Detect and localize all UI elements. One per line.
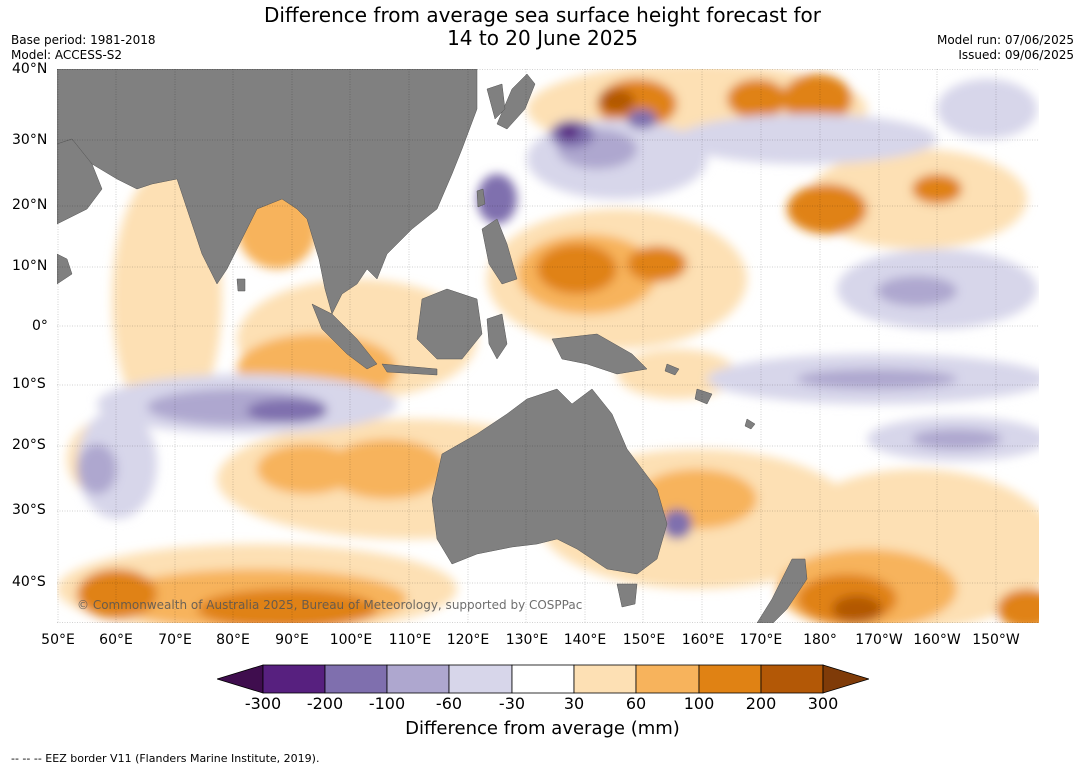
copyright-text: © Commonwealth of Australia 2025, Bureau… [77, 598, 582, 612]
lat-label-10n: 10°N [12, 258, 48, 274]
colorbar-bin [448, 664, 513, 694]
map-title: Difference from average sea surface heig… [0, 4, 1085, 50]
lon-label-120e: 120°E [446, 632, 490, 648]
lon-label-110e: 110°E [388, 632, 432, 648]
lon-label-80e: 80°E [216, 632, 250, 648]
meta-left: Base period: 1981-2018 Model: ACCESS-S2 [11, 33, 156, 63]
lon-label-170e: 170°E [739, 632, 783, 648]
colorbar [217, 664, 869, 694]
lat-label-20s: 20°S [12, 437, 46, 453]
colorbar-bin [511, 664, 575, 694]
sea-surface-height-map: © Commonwealth of Australia 2025, Bureau… [57, 69, 1039, 623]
lon-label-100e: 100°E [329, 632, 373, 648]
colorbar-bin [573, 664, 637, 694]
colorbar-tick: -30 [498, 694, 526, 713]
base-period: Base period: 1981-2018 [11, 33, 156, 47]
colorbar-tick: -300 [244, 694, 282, 713]
colorbar-tick: -60 [435, 694, 463, 713]
colorbar-tick: 300 [807, 694, 839, 713]
lon-label-70e: 70°E [158, 632, 192, 648]
colorbar-tick: 30 [563, 694, 585, 713]
lat-label-40n: 40°N [12, 61, 48, 77]
lon-label-160w: 160°W [913, 632, 961, 648]
lon-label-140e: 140°E [563, 632, 607, 648]
colorbar-bin [386, 664, 450, 694]
colorbar-tick: -100 [368, 694, 406, 713]
lon-label-60e: 60°E [99, 632, 133, 648]
anomaly-field [57, 69, 1039, 623]
colorbar-bin [324, 664, 388, 694]
footnote: -- -- -- EEZ border V11 (Flanders Marine… [11, 752, 320, 765]
lon-label-130e: 130°E [505, 632, 549, 648]
lat-label-40s: 40°S [12, 574, 46, 590]
colorbar-tick: -200 [306, 694, 344, 713]
colorbar-label: Difference from average (mm) [405, 718, 680, 739]
colorbar-tick: 100 [683, 694, 715, 713]
colorbar-tick: 60 [625, 694, 647, 713]
lon-label-180: 180° [803, 632, 837, 648]
colorbar-bin [760, 664, 824, 694]
title-line-1: Difference from average sea surface heig… [263, 3, 822, 27]
lon-label-90e: 90°E [275, 632, 309, 648]
lon-label-170w: 170°W [855, 632, 903, 648]
model-name: Model: ACCESS-S2 [11, 48, 123, 62]
colorbar-bin [262, 664, 326, 694]
lat-label-10s: 10°S [12, 376, 46, 392]
lon-label-150e: 150°E [622, 632, 666, 648]
lat-label-20n: 20°N [12, 197, 48, 213]
lat-label-30s: 30°S [12, 502, 46, 518]
title-line-2: 14 to 20 June 2025 [447, 26, 638, 50]
graticule [57, 69, 1039, 623]
land [57, 69, 808, 623]
model-run: Model run: 07/06/2025 [936, 33, 1074, 47]
colorbar-arrow-high [822, 664, 869, 694]
colorbar-bin [698, 664, 762, 694]
issued-date: Issued: 09/06/2025 [958, 48, 1074, 62]
colorbar-tick: 200 [745, 694, 777, 713]
lat-label-30n: 30°N [12, 132, 48, 148]
colorbar-arrow-low [217, 664, 264, 694]
meta-right: Model run: 07/06/2025 Issued: 09/06/2025 [937, 33, 1074, 63]
lon-label-150w: 150°W [972, 632, 1020, 648]
colorbar-bin [635, 664, 700, 694]
lon-label-160e: 160°E [681, 632, 725, 648]
lon-label-50e: 50°E [41, 632, 75, 648]
lat-label-0: 0° [32, 318, 48, 334]
